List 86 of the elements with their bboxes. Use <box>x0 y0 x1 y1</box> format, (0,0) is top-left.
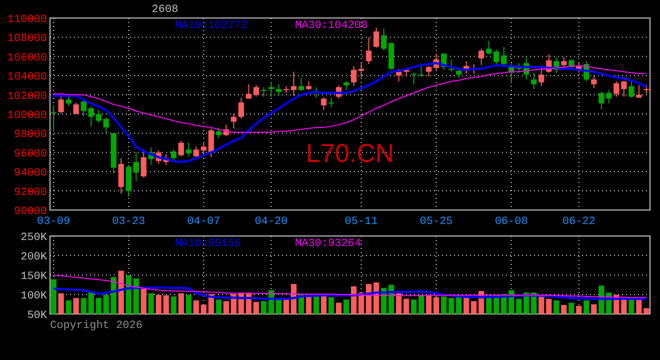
y-tick-label: 200K <box>20 252 48 264</box>
candlestick <box>501 46 507 68</box>
x-tick-label: 03-23 <box>112 216 146 228</box>
candlestick <box>230 114 236 129</box>
candlestick <box>238 97 244 120</box>
candlestick <box>366 36 372 65</box>
y-tick-label: 50K <box>27 310 48 322</box>
y-tick-label: 100K <box>20 290 48 302</box>
y-tick-label: 102000 <box>7 90 47 103</box>
candlestick <box>133 152 139 182</box>
candlestick <box>103 117 109 134</box>
candlestick <box>178 140 184 157</box>
y-tick-label: 96000 <box>14 148 47 160</box>
y-tick-label: 100000 <box>7 110 47 122</box>
candlestick <box>253 84 260 98</box>
candlestick <box>380 28 387 52</box>
candlestick <box>531 72 537 90</box>
candlestick <box>200 142 206 155</box>
candlestick <box>66 95 72 107</box>
x-tick-label: 06-08 <box>494 216 528 228</box>
candlestick <box>478 48 484 66</box>
candlestick <box>260 86 267 98</box>
candlestick <box>276 84 282 96</box>
candlestick <box>426 66 432 78</box>
y-tick-label: 250K <box>20 232 48 244</box>
y-tick-label: 98000 <box>14 129 47 142</box>
y-tick-label: 110000 <box>7 14 47 26</box>
text: MA30:104208 <box>295 20 368 32</box>
candlestick <box>538 67 544 87</box>
x-tick-label: 06-22 <box>562 216 596 228</box>
candlestick <box>268 82 274 98</box>
text: MA10:102772 <box>175 20 248 32</box>
candlestick <box>373 27 380 48</box>
candlestick <box>58 96 64 114</box>
y-tick-label: 104000 <box>7 72 47 84</box>
candlestick <box>418 64 424 78</box>
candlestick <box>140 149 146 178</box>
text: MA10:89156 <box>175 238 242 250</box>
candlestick <box>186 142 192 157</box>
y-tick-label: 92000 <box>14 186 47 199</box>
y-tick-label: 90000 <box>14 206 47 218</box>
x-tick-label: 04-07 <box>187 216 220 228</box>
candlestick <box>80 99 86 116</box>
candlestick <box>298 77 304 92</box>
annotation: L70.CN <box>306 138 394 168</box>
candlestick <box>350 66 357 87</box>
candlestick <box>50 104 56 130</box>
y-tick-label: 94000 <box>14 168 47 180</box>
candlestick <box>118 158 124 194</box>
candlestick <box>494 49 500 66</box>
candlestick <box>208 128 214 158</box>
line-series <box>52 286 648 300</box>
candlestick <box>448 58 454 72</box>
candlestick <box>126 164 132 198</box>
x-tick-label: 03-09 <box>37 216 70 228</box>
text: MA30:93264 <box>295 238 362 250</box>
x-tick-label: 05-25 <box>420 216 453 228</box>
candlestick <box>290 71 297 96</box>
x-tick-label: 05-11 <box>344 216 378 228</box>
candlestick <box>396 68 402 82</box>
candlestick <box>486 40 492 55</box>
candlestick <box>320 97 327 111</box>
candlestick <box>246 84 252 100</box>
candlestick <box>606 90 612 104</box>
candlestick <box>614 80 620 98</box>
candlestick <box>621 80 627 98</box>
candlestick <box>598 91 604 110</box>
candlestick <box>561 56 567 68</box>
y-tick-label: 150K <box>20 271 48 283</box>
candlestick <box>193 146 199 160</box>
candlestick <box>170 149 176 162</box>
candlestick <box>88 106 94 127</box>
y-tick-label: 106000 <box>7 52 47 64</box>
candlestick <box>591 75 597 89</box>
candlestick <box>410 72 417 85</box>
candlestick <box>216 126 222 138</box>
text: Copyright 2026 <box>50 320 142 332</box>
x-tick-label: 04-20 <box>254 216 288 228</box>
candlestick <box>628 80 634 98</box>
line-series <box>53 274 647 298</box>
candlestick <box>328 97 334 108</box>
candlestick <box>516 62 522 74</box>
chart-title: 2608 <box>152 4 178 16</box>
candlestick <box>358 62 364 78</box>
candlestick <box>96 110 102 124</box>
y-tick-label: 108000 <box>7 33 47 46</box>
